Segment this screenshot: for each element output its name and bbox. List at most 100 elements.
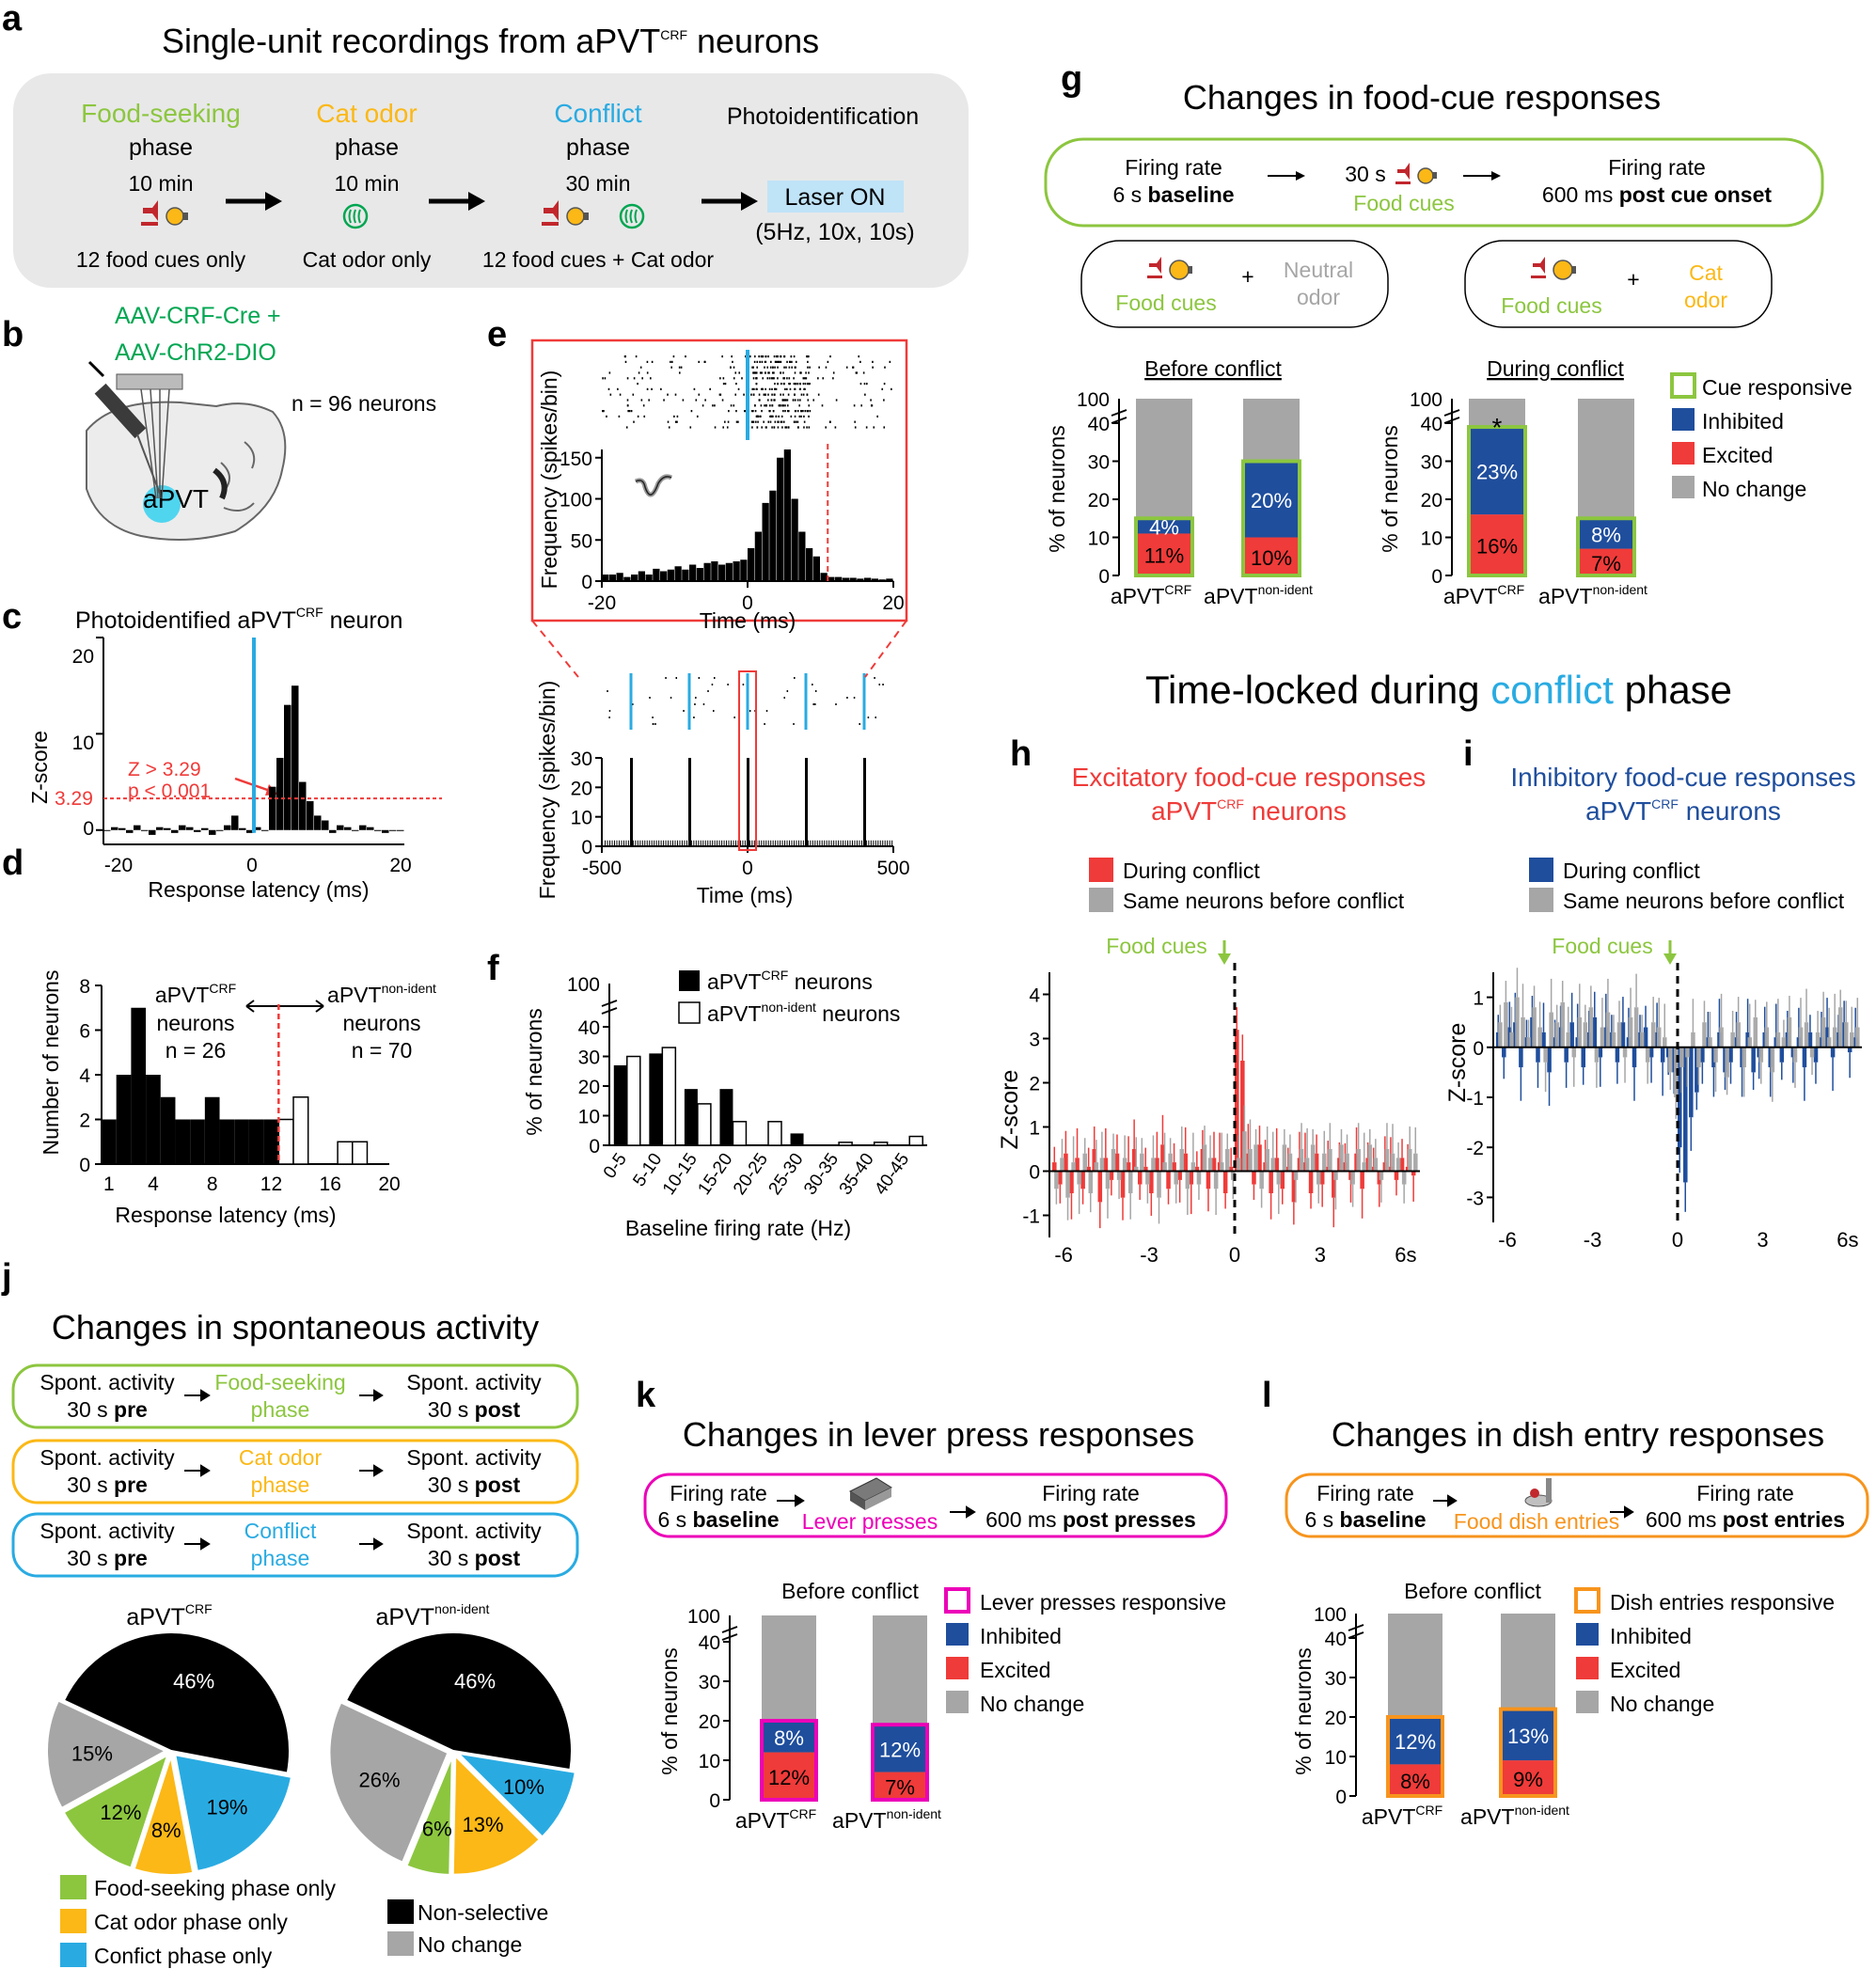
h-plot-bar-before (1145, 1171, 1150, 1185)
l-plot-label-excited: 9% (1513, 1768, 1543, 1791)
i-plot-ytick-label: 1 (1473, 988, 1484, 1010)
e-main-baseline-bar (838, 840, 840, 846)
g-during-category-sup: CRF (1497, 582, 1524, 597)
svg-text:Firing rate: Firing rate (1316, 1481, 1414, 1505)
raster-spike (771, 404, 773, 407)
raster-spike (832, 371, 835, 374)
raster-spike (864, 393, 866, 396)
raster-spike (774, 383, 776, 386)
raster-spike (755, 415, 758, 417)
e-main-baseline-bar (802, 840, 804, 846)
h-plot-bar-before (1242, 1131, 1247, 1172)
i-plot-bar-during (1620, 1022, 1626, 1048)
pie-crf-slice-label: 12% (100, 1801, 141, 1824)
f-category-label: 20-25 (730, 1150, 772, 1199)
raster-spike (782, 404, 784, 407)
h-plot-bar-before (1276, 1171, 1282, 1185)
raster-spike (667, 420, 670, 423)
raster-spike (626, 377, 629, 380)
e-main-baseline-bar (681, 840, 683, 846)
odor-icon (342, 203, 369, 229)
raster-spike (780, 355, 781, 358)
raster-spike (733, 404, 735, 407)
h-plot-bar-before (1333, 1171, 1338, 1180)
i-plot-bar-during (1683, 1047, 1688, 1183)
raster-spike (606, 415, 607, 417)
g-ylabel-before: % of neurons (1045, 425, 1069, 553)
e-main-raster-spike (733, 717, 735, 718)
raster-spike (719, 377, 721, 380)
k-protocol-box (643, 1473, 1228, 1538)
raster-spike (777, 366, 779, 369)
raster-spike (750, 420, 753, 423)
h-plot-bar-before (1413, 1153, 1418, 1172)
raster-spike (793, 377, 795, 380)
i-plot-bar-before (1747, 1037, 1753, 1048)
i-plot-bar-before (1628, 1016, 1633, 1048)
raster-spike (789, 387, 792, 390)
h-plot-bar-before (1282, 1144, 1287, 1172)
e-main-baseline-bar (658, 840, 660, 846)
raster-spike (646, 371, 649, 374)
k-plot-bar-inhibited (762, 1721, 816, 1753)
c-bar (179, 825, 186, 830)
raster-spike (808, 426, 811, 429)
c-bar (201, 827, 209, 830)
c-bar (111, 827, 118, 830)
raster-spike (760, 355, 763, 358)
e-main-baseline-bar (807, 840, 809, 846)
panel-label-j: j (1, 1257, 12, 1297)
c-bar (216, 829, 224, 831)
raster-spike (825, 366, 828, 369)
g-during-ytick-label: 20 (1421, 490, 1442, 512)
e-inset-bar (733, 561, 740, 581)
raster-spike (778, 415, 780, 417)
raster-spike (804, 377, 806, 380)
pie-crf-title: aPVT (126, 1604, 185, 1630)
e-main-baseline-bar (728, 840, 730, 846)
h-plot-bar-during (1177, 1171, 1182, 1180)
raster-spike (855, 371, 858, 374)
raster-spike (777, 360, 779, 363)
c-bar (194, 829, 201, 832)
h-plot-bar-during (1126, 1162, 1131, 1172)
h-plot-bar-during (1211, 1158, 1217, 1172)
raster-spike (768, 377, 771, 380)
i-legend-swatch-during (1529, 858, 1553, 882)
svg-text:odor: odor (1684, 288, 1727, 312)
e-inset-bar (740, 559, 748, 581)
raster-spike (787, 410, 790, 413)
h-plot-bar-before (1122, 1158, 1127, 1172)
i-plot-bar-during (1847, 1047, 1852, 1053)
raster-spike (812, 399, 815, 402)
raster-spike (627, 410, 629, 413)
h-plot-bar-before (1054, 1171, 1059, 1189)
raster-spike (646, 387, 649, 390)
e-main-raster-spike (742, 684, 745, 685)
raster-spike (773, 371, 775, 374)
legend-swatch-excited (1672, 442, 1695, 465)
e-main-baseline-bar (887, 840, 889, 846)
raster-spike (865, 383, 868, 386)
d-plot: 0 2 4 6 8 1 4 8 12 16 20 (79, 976, 400, 1195)
raster-spike (889, 360, 891, 363)
i-plot-bar-before (1645, 1047, 1650, 1063)
e-main-raster-spike (835, 703, 837, 705)
e-main-peak-bar (630, 758, 633, 846)
pie-non-slice-label: 46% (454, 1669, 496, 1693)
k-plot-bar-inhibited (873, 1725, 927, 1772)
e-main-baseline-bar (763, 840, 765, 846)
i-plot-xtick-label: -6 (1498, 1228, 1517, 1252)
i-plot-bar-before (1804, 1022, 1809, 1048)
speaker-icon (542, 200, 559, 226)
c-bar (246, 829, 254, 833)
raster-spike (750, 393, 752, 396)
raster-spike (761, 355, 764, 358)
raster-spike (761, 360, 764, 363)
svg-text:6 s baseline: 6 s baseline (1304, 1507, 1426, 1532)
d-ytick-label: 4 (79, 1065, 90, 1087)
legend-swatch-non-selective (387, 1899, 414, 1924)
g-during-bar-excited (1469, 514, 1525, 575)
h-plot-bar-before (1105, 1171, 1111, 1189)
g-during-label-excited: 16% (1476, 535, 1518, 559)
